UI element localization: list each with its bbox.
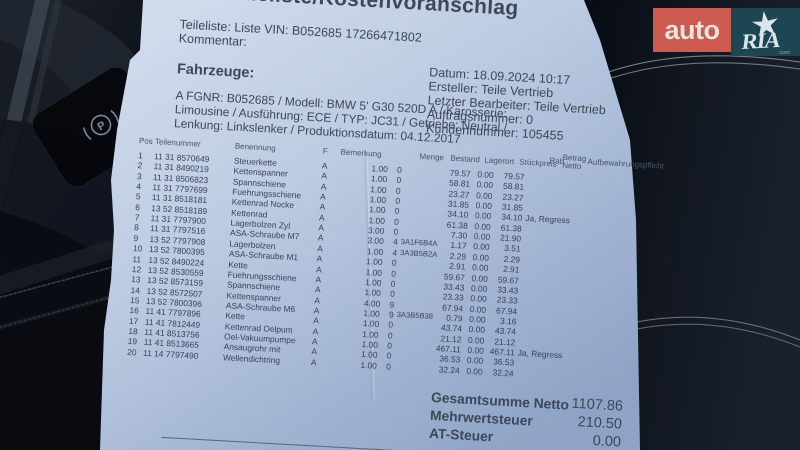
svg-text:RIA: RIA	[741, 27, 783, 54]
svg-text:.com: .com	[778, 50, 790, 56]
